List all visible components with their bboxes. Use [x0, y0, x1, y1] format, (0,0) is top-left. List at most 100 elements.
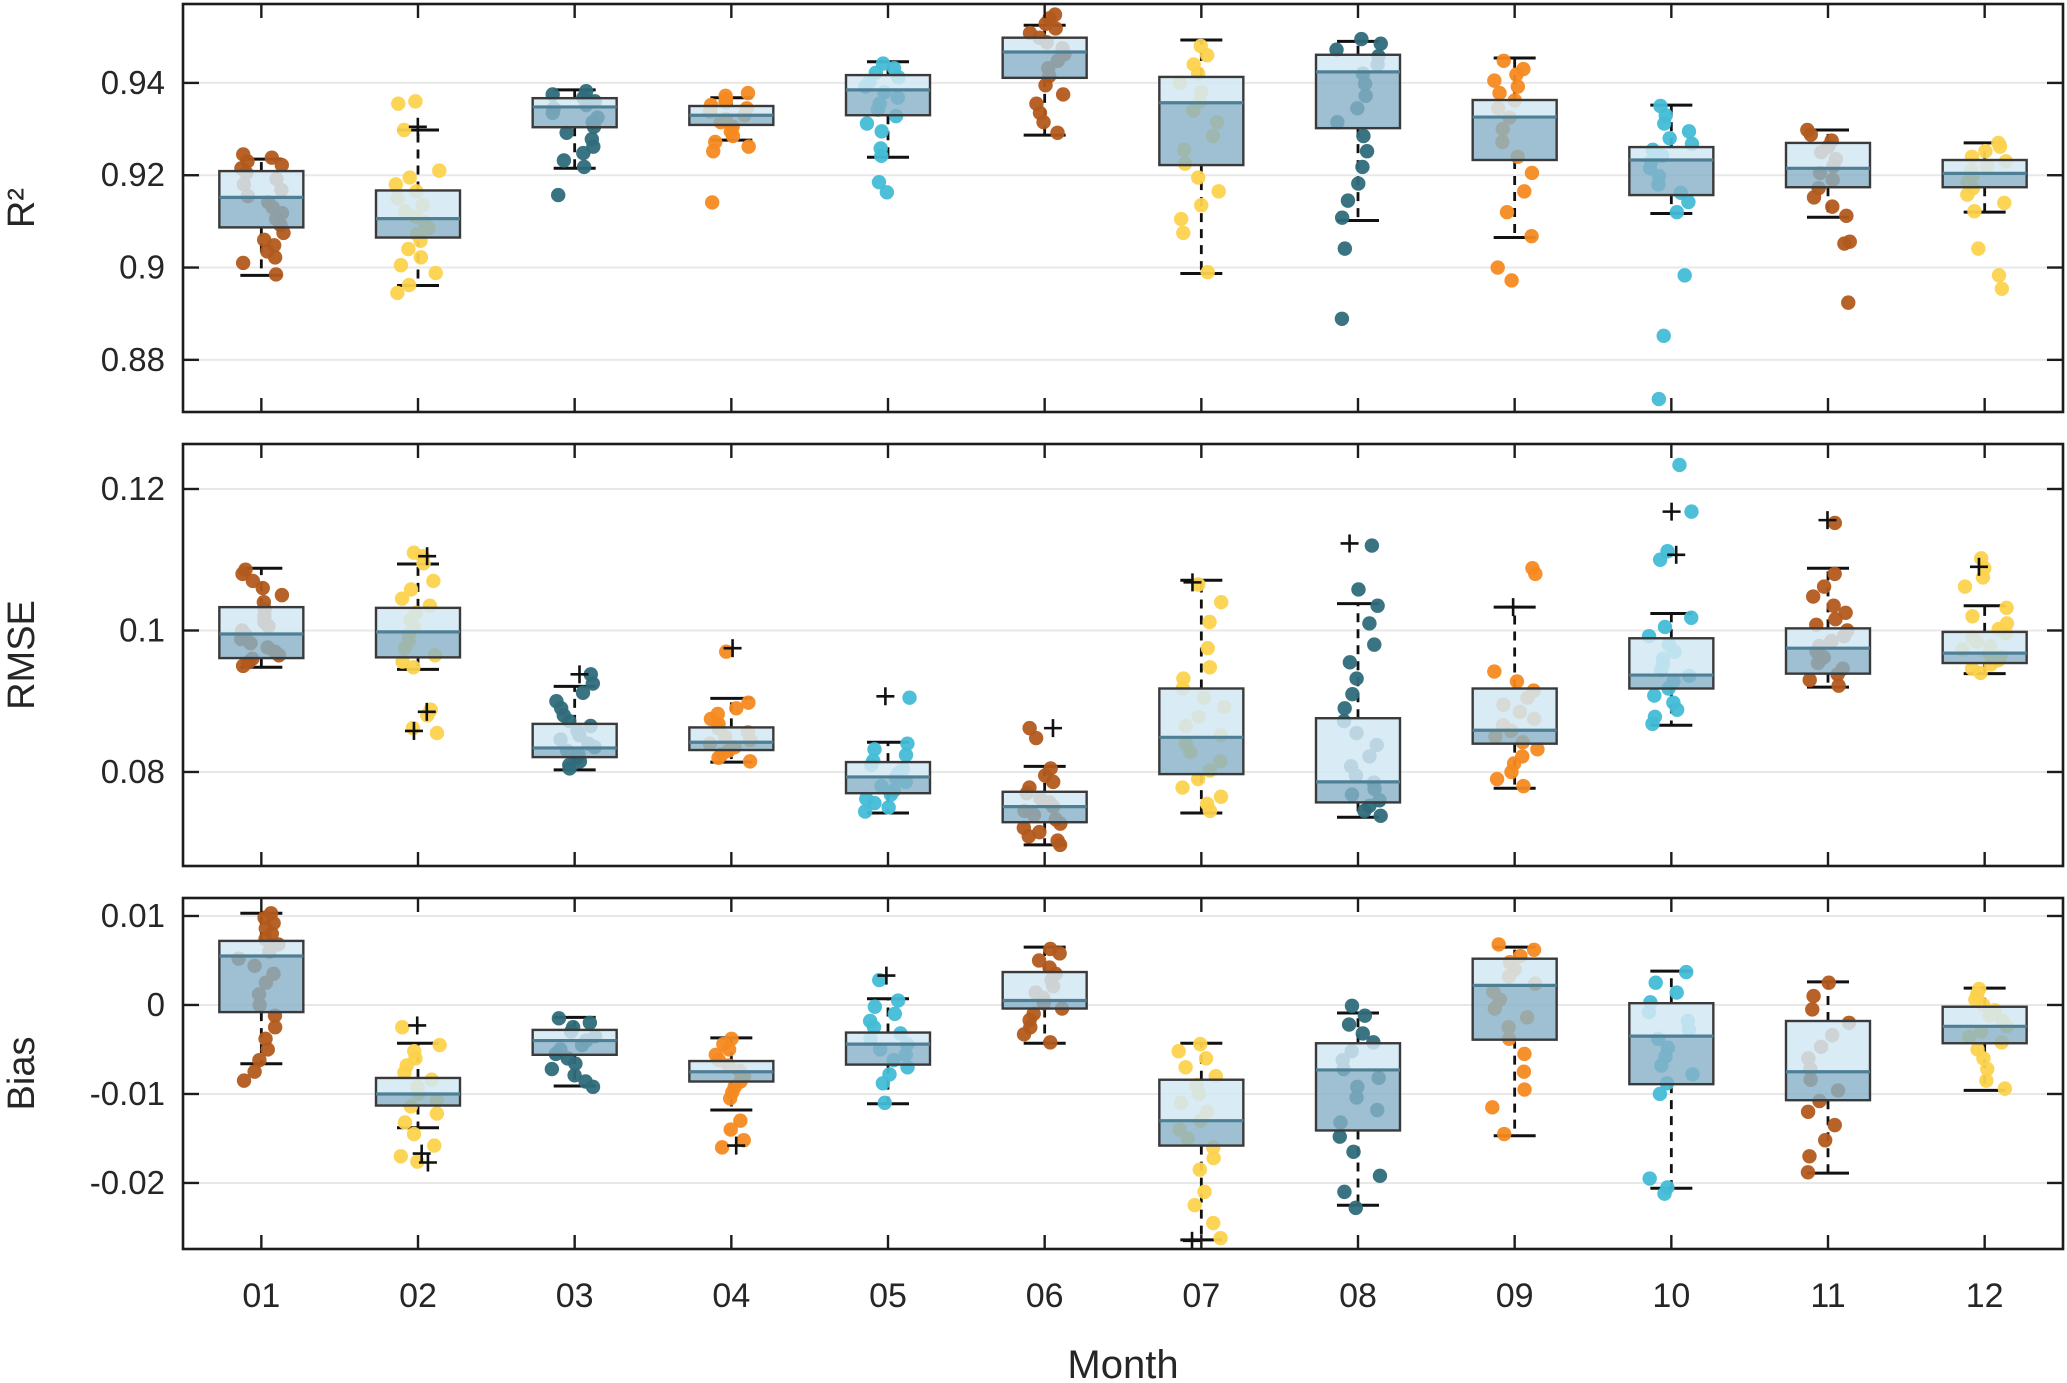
scatter-dot: [1373, 808, 1388, 824]
scatter-dot: [857, 804, 873, 819]
scatter-dot: [1999, 600, 2014, 616]
box-lower-half: [1316, 71, 1400, 129]
scatter-dot: [1516, 778, 1531, 794]
scatter-dot: [1487, 73, 1502, 88]
scatter-dot: [245, 573, 261, 589]
box-outline: [374, 1076, 462, 1107]
scatter-dot: [1991, 268, 2007, 283]
scatter-dot: [1515, 749, 1530, 764]
scatter-dot: [1994, 281, 2010, 296]
x-tick-label: 10: [1652, 1277, 1690, 1315]
box-lower-half: [219, 956, 304, 1013]
x-axis-label: Month: [1067, 1343, 1178, 1383]
box-group-02: [374, 545, 462, 741]
box-outline: [1314, 717, 1402, 804]
scatter-dot: [722, 1091, 738, 1106]
scatter-dot: [736, 1133, 751, 1148]
scatter-dot: [1684, 610, 1699, 625]
scatter-dot: [567, 1068, 582, 1083]
scatter-dot: [1677, 268, 1692, 283]
scatter-dot: [583, 667, 598, 682]
box-upper-half: [1629, 1003, 1714, 1037]
scatter-dot: [1657, 619, 1673, 635]
scatter-dot: [1367, 637, 1382, 652]
box-group-02: [374, 1016, 462, 1172]
box-outline: [688, 726, 775, 752]
scatter-dot: [236, 1073, 252, 1088]
scatter-dot: [1800, 1165, 1816, 1180]
scatter-dot: [1187, 1198, 1202, 1213]
panel-rmse: 0.12 0.1 0.08 RMSE: [1, 442, 2065, 868]
box-lower-half: [1942, 173, 2027, 188]
box-upper-half: [1786, 1020, 1870, 1072]
box-group-09: [1471, 937, 1558, 1142]
box-upper-half: [532, 723, 617, 748]
box-lower-half: [1002, 1000, 1087, 1009]
outlier-plus-marker: [404, 721, 423, 740]
box-group-07: [1158, 573, 1245, 819]
box-lower-half: [376, 631, 460, 658]
scatter-dot: [1356, 128, 1371, 144]
scatter-dot: [1342, 655, 1358, 670]
box-outline: [1784, 627, 1872, 675]
box-outline: [1001, 36, 1088, 80]
scatter-dot: [1200, 640, 1216, 656]
box-lower-half: [532, 1040, 617, 1055]
scatter-dot: [1487, 664, 1502, 679]
outlier-plus-marker: [1818, 511, 1837, 530]
scatter-dot: [1206, 1150, 1221, 1166]
box-group-07: [1158, 1036, 1245, 1248]
scatter-dot: [877, 1095, 892, 1111]
scatter-dot: [729, 701, 744, 716]
box-outline: [531, 722, 618, 759]
scatter-dot: [413, 250, 429, 265]
scatter-dot: [1806, 988, 1821, 1004]
box-outline: [1314, 1042, 1402, 1132]
scatter-dot: [247, 1064, 262, 1079]
box-lower-half: [1159, 1120, 1244, 1146]
box-lower-half: [1786, 648, 1870, 674]
box-lower-half: [1629, 160, 1714, 196]
scatter-dot: [408, 94, 423, 109]
scatter-dot: [1980, 1061, 1995, 1077]
box-lower-half: [219, 634, 304, 659]
y-tick-label: 0.01: [101, 897, 165, 934]
box-group-03: [531, 1011, 618, 1095]
axes-frame: [181, 442, 2065, 868]
box-outline: [531, 1028, 618, 1057]
scatter-dot: [1334, 311, 1350, 326]
scatter-dot: [719, 644, 734, 659]
scatter-dot: [874, 124, 889, 139]
box-group-11: [1784, 511, 1872, 693]
scatter-dot: [1206, 1215, 1221, 1231]
scatter-dot: [1176, 671, 1191, 686]
scatter-dot: [575, 685, 591, 700]
scatter-dot: [1839, 208, 1854, 224]
scatter-dot: [1190, 771, 1206, 787]
box-outline: [1001, 970, 1088, 1010]
scatter-dot: [1525, 561, 1540, 576]
scatter-dot: [1344, 998, 1360, 1014]
scatter-dot: [1979, 1073, 1994, 1088]
scatter-dot: [544, 1061, 560, 1077]
scatter-dot: [1052, 946, 1067, 961]
scatter-dot: [1817, 1133, 1833, 1148]
y-tick-label: 0.94: [101, 64, 165, 101]
scatter-dot: [1355, 159, 1370, 175]
outlier-plus-marker: [723, 639, 742, 658]
scatter-dot: [1354, 31, 1369, 47]
box-upper-half: [689, 727, 774, 743]
box-upper-half: [1002, 37, 1087, 52]
outlier-plus-marker: [876, 687, 895, 706]
scatter-dot: [274, 157, 290, 173]
y-tick-label: 0.92: [101, 156, 165, 193]
scatter-dot: [391, 96, 406, 111]
scatter-dot: [1050, 833, 1065, 848]
scatter-dot: [258, 1031, 273, 1046]
scatter-dot: [406, 545, 422, 560]
box-group-10: [1628, 457, 1715, 732]
y-tick-label: 0.88: [101, 341, 165, 378]
outlier-plus-marker: [1043, 719, 1062, 738]
box-outline: [1784, 141, 1872, 189]
box-lower-half: [219, 197, 304, 228]
